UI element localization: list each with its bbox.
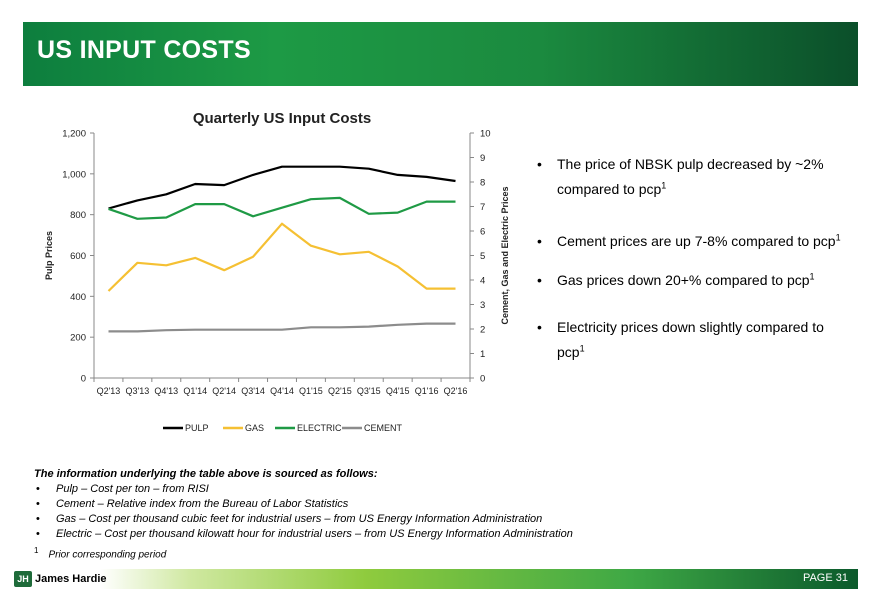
bullet-gas: • Gas prices down 20+% compared to pcp1 [537, 268, 815, 293]
bullet-sup: 1 [579, 343, 585, 354]
series-line-cement [108, 322, 456, 333]
footer-bar: PAGE 31 [100, 569, 858, 589]
x-tick-label: Q3'15 [357, 386, 381, 396]
source-marker: • [36, 483, 40, 495]
x-tick-label: Q1'14 [183, 386, 207, 396]
y-tick-label-left: 400 [70, 292, 86, 303]
chart-title: Quarterly US Input Costs [193, 110, 371, 127]
logo-icon: JH [14, 571, 32, 587]
y-tick-label-left: 200 [70, 333, 86, 344]
footnote: 1 Prior corresponding period [34, 546, 166, 560]
x-tick-label: Q1'16 [415, 386, 439, 396]
source-notes: The information underlying the table abo… [34, 467, 573, 542]
bullet-pulp-text: The price of NBSK pulp decreased by ~2% … [557, 156, 824, 197]
brand-logo: JH James Hardie [14, 571, 107, 587]
footnote-text: Prior corresponding period [48, 549, 167, 561]
source-item-text: Electric – Cost per thousand kilowatt ho… [56, 528, 573, 540]
page-title: US INPUT COSTS [37, 36, 251, 64]
source-item: • Pulp – Cost per ton – from RISI [34, 482, 573, 497]
x-tick-label: Q4'13 [154, 386, 178, 396]
y-tick-label-right: 6 [480, 227, 485, 238]
bullet-marker: • [537, 272, 542, 288]
x-tick-label: Q1'15 [299, 386, 323, 396]
y-tick-label-right: 1 [480, 349, 485, 360]
y-tick-label-left: 1,200 [62, 129, 86, 140]
y-tick-label-right: 3 [480, 300, 485, 311]
y-tick-label-right: 2 [480, 325, 485, 336]
y-tick-label-right: 7 [480, 202, 485, 213]
y-tick-label-left: 800 [70, 210, 86, 221]
bullet-cement-text: Cement prices are up 7-8% compared to pc… [557, 233, 836, 249]
x-tick-label: Q3'14 [241, 386, 265, 396]
x-tick-label: Q4'14 [270, 386, 294, 396]
source-heading: The information underlying the table abo… [34, 468, 378, 480]
x-tick-label: Q2'15 [328, 386, 352, 396]
brand-name: James Hardie [35, 573, 107, 585]
source-item: • Gas – Cost per thousand cubic feet for … [34, 512, 573, 527]
y-tick-label-right: 8 [480, 178, 485, 189]
x-tick-label: Q2'14 [212, 386, 236, 396]
title-banner: US INPUT COSTS [23, 22, 858, 86]
source-marker: • [36, 498, 40, 510]
source-item: • Electric – Cost per thousand kilowatt h… [34, 527, 573, 542]
source-item: • Cement – Relative index from the Bureau… [34, 497, 573, 512]
source-marker: • [36, 528, 40, 540]
legend-label-electric: ELECTRIC [297, 423, 342, 433]
legend-label-gas: GAS [245, 423, 264, 433]
bullet-marker: • [537, 156, 542, 172]
y-tick-label-right: 5 [480, 251, 485, 262]
y-tick-label-left: 1,000 [62, 169, 86, 180]
page-number: PAGE 31 [802, 572, 848, 584]
legend-label-pulp: PULP [185, 423, 209, 433]
y-tick-label-right: 4 [480, 276, 485, 287]
x-tick-label: Q4'15 [386, 386, 410, 396]
bullet-cement: • Cement prices are up 7-8% compared to … [537, 229, 841, 254]
x-tick-label: Q2'13 [97, 386, 121, 396]
bullet-electricity: • Electricity prices down slightly compa… [537, 315, 847, 365]
bullet-pulp: • The price of NBSK pulp decreased by ~2… [537, 152, 847, 202]
x-tick-label: Q3'13 [126, 386, 150, 396]
y-axis-title-left: Pulp Prices [44, 231, 54, 280]
bullet-sup: 1 [661, 180, 667, 191]
bullet-sup: 1 [809, 271, 815, 282]
legend-label-cement: CEMENT [364, 423, 403, 433]
series-line-electric [108, 196, 456, 220]
bullet-electricity-text: Electricity prices down slightly compare… [557, 319, 824, 360]
bullet-sup: 1 [835, 232, 841, 243]
y-tick-label-left: 0 [81, 374, 86, 385]
source-item-text: Gas – Cost per thousand cubic feet for i… [56, 513, 543, 525]
bullet-marker: • [537, 319, 542, 335]
y-tick-label-right: 0 [480, 374, 485, 385]
bullet-marker: • [537, 233, 542, 249]
y-tick-label-right: 9 [480, 153, 485, 164]
series-line-pulp [108, 165, 456, 210]
y-axis-title-right: Cement, Gas and Electric Prices [500, 186, 510, 324]
bullet-gas-text: Gas prices down 20+% compared to pcp [557, 272, 810, 288]
y-tick-label-left: 600 [70, 251, 86, 262]
source-item-text: Pulp – Cost per ton – from RISI [56, 483, 209, 495]
source-item-text: Cement – Relative index from the Bureau … [56, 498, 349, 510]
footnote-number: 1 [34, 546, 39, 555]
y-tick-label-right: 10 [480, 129, 491, 140]
line-chart: Quarterly US Input Costs 0 200 400 600 800 1,0… [44, 110, 510, 433]
series-line-gas [107, 222, 456, 292]
x-tick-label: Q2'16 [444, 386, 468, 396]
source-marker: • [36, 513, 40, 525]
